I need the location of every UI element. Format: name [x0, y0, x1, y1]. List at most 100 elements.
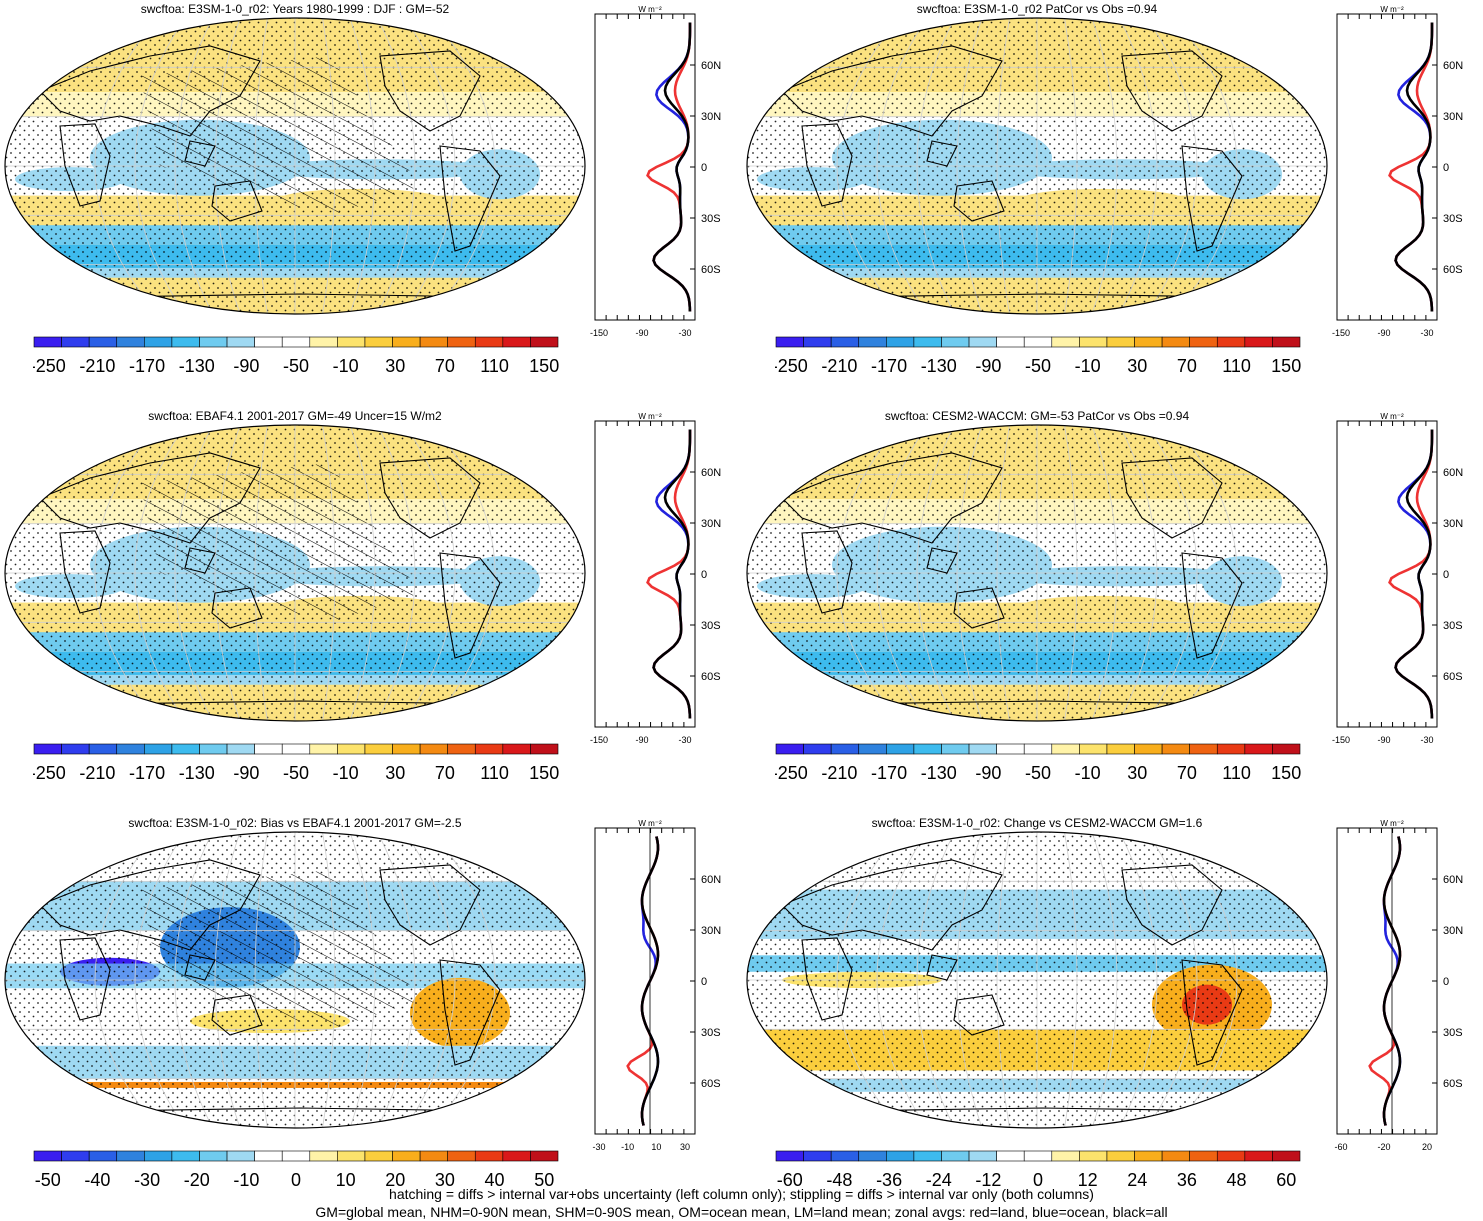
colorbar-swatch [61, 1150, 90, 1162]
colorbar-tick-label: 50 [534, 1170, 554, 1190]
map-title: swcftoa: E3SM-1-0_r02: Bias vs EBAF4.1 2… [128, 816, 462, 830]
colorbar-swatch [474, 743, 504, 755]
robinson-map [4, 831, 586, 1129]
colorbar-swatch [254, 1150, 283, 1162]
colorbar-swatch [474, 336, 504, 348]
colorbar-swatch [858, 743, 887, 755]
colorbar-swatch [1244, 336, 1273, 348]
robinson-map [4, 17, 586, 315]
colorbar-tick-label: -30 [134, 1170, 160, 1190]
colorbar-swatch [144, 743, 173, 755]
colorbar-swatch [913, 743, 942, 755]
colorbar-tick-label: -210 [79, 763, 115, 783]
zonal-lat-tick: 60N [701, 874, 721, 886]
colorbar-swatch [88, 743, 118, 755]
colorbar-swatch [199, 336, 228, 348]
colorbar-tick-label: -130 [921, 356, 957, 376]
footer-note-1: hatching = diffs > internal var+obs unce… [389, 1186, 1094, 1202]
colorbar-swatch [1023, 743, 1053, 755]
zonal-mean-plot: W m⁻² 60N 30N 0 30S 60S -60 -20 20 [1334, 819, 1463, 1152]
map-title: swcftoa: E3SM-1-0_r02: Change vs CESM2-W… [871, 816, 1203, 830]
zonal-lat-tick: 60S [1443, 264, 1463, 276]
colorbar-swatch [968, 336, 997, 348]
zonal-x-tick: -20 [1377, 1142, 1390, 1152]
colorbar-swatch [1161, 743, 1190, 755]
colorbar-swatch [1079, 743, 1108, 755]
colorbar-swatch [337, 1150, 366, 1162]
zonal-lat-tick: 0 [701, 976, 707, 988]
map-title: swcftoa: EBAF4.1 2001-2017 GM=-49 Uncer=… [148, 409, 442, 423]
colorbar-swatch [281, 743, 311, 755]
colorbar-swatch [447, 336, 476, 348]
colorbar-swatch [61, 743, 90, 755]
zonal-lat-tick: 30N [701, 111, 721, 123]
colorbar-tick-label: -40 [84, 1170, 110, 1190]
colorbar-swatch [1051, 336, 1080, 348]
zonal-x-tick: -90 [1377, 328, 1390, 338]
colorbar-swatch [33, 743, 62, 755]
colorbar-tick-label: -50 [1025, 763, 1051, 783]
colorbar-tick-label: -90 [233, 763, 259, 783]
colorbar-swatch [171, 336, 200, 348]
colorbar-swatch [530, 336, 559, 348]
colorbar-tick-label: -90 [233, 356, 259, 376]
colorbar-swatch [1189, 336, 1218, 348]
colorbar-tick-label: -50 [283, 356, 309, 376]
colorbar: -50 -40 -30 -20 -10 0 10 20 30 40 50 [33, 1150, 559, 1190]
colorbar: -250 -210 -170 -130 -90 -50 -10 30 70 110 150 [33, 743, 559, 783]
colorbar-tick-label: -250 [775, 763, 808, 783]
colorbar-tick-label: 40 [485, 1170, 505, 1190]
zonal-lat-tick: 60N [1443, 60, 1463, 72]
colorbar-tick-label: -10 [1075, 356, 1101, 376]
robinson-map [4, 424, 586, 722]
colorbar-swatch [1106, 1150, 1135, 1162]
zonal-lat-tick: 0 [701, 569, 707, 581]
colorbar-swatch [419, 336, 448, 348]
colorbar-swatch [33, 1150, 62, 1162]
zonal-x-tick: -150 [590, 328, 608, 338]
colorbar-swatch [116, 336, 145, 348]
colorbar-tick-label: 30 [1127, 763, 1147, 783]
colorbar-swatch [502, 1150, 531, 1162]
zonal-x-tick: -150 [1332, 735, 1350, 745]
colorbar-tick-label: -170 [129, 763, 165, 783]
zonal-unit-label: W m⁻² [1380, 412, 1404, 421]
zonal-x-tick: -150 [590, 735, 608, 745]
colorbar-swatch [392, 336, 421, 348]
colorbar-swatch [1272, 1150, 1301, 1162]
zonal-lat-tick: 60N [1443, 874, 1463, 886]
zonal-x-tick: -150 [1332, 328, 1350, 338]
zonal-x-tick: -30 [1420, 328, 1433, 338]
colorbar-swatch [968, 1150, 997, 1162]
map-panel-2: swcftoa: E3SM-1-0_r02 PatCor vs Obs =0.9… [742, 0, 1483, 407]
colorbar-swatch [803, 1150, 832, 1162]
colorbar-tick-label: -130 [921, 763, 957, 783]
colorbar-tick-label: -250 [33, 356, 66, 376]
colorbar-tick-label: -10 [333, 356, 359, 376]
zonal-lat-tick: 30N [1443, 111, 1463, 123]
colorbar-swatch [775, 1150, 804, 1162]
colorbar-swatch [392, 1150, 421, 1162]
zonal-lat-tick: 60S [701, 1078, 721, 1090]
colorbar-tick-label: -10 [333, 763, 359, 783]
colorbar-tick-label: 30 [1127, 356, 1147, 376]
footer-note-2: GM=global mean, NHM=0-90N mean, SHM=0-90… [315, 1204, 1168, 1220]
colorbar-swatch [996, 743, 1025, 755]
colorbar-tick-label: 110 [1222, 356, 1251, 376]
colorbar-tick-label: -50 [283, 763, 309, 783]
colorbar-swatch [116, 743, 145, 755]
zonal-unit-label: W m⁻² [1380, 819, 1404, 828]
robinson-map [746, 424, 1328, 722]
colorbar-tick-label: -90 [975, 356, 1001, 376]
zonal-x-tick: 20 [1422, 1142, 1432, 1152]
zonal-lat-tick: 30S [1443, 620, 1463, 632]
colorbar-tick-label: 110 [1222, 763, 1251, 783]
colorbar-swatch [447, 1150, 476, 1162]
zonal-lat-tick: 0 [1443, 569, 1449, 581]
zonal-x-tick: -30 [1420, 735, 1433, 745]
colorbar: -250 -210 -170 -130 -90 -50 -10 30 70 110 150 [33, 336, 559, 376]
colorbar-swatch [1051, 1150, 1080, 1162]
colorbar-swatch [1272, 743, 1301, 755]
colorbar-swatch [1161, 336, 1190, 348]
colorbar-swatch [1106, 336, 1135, 348]
